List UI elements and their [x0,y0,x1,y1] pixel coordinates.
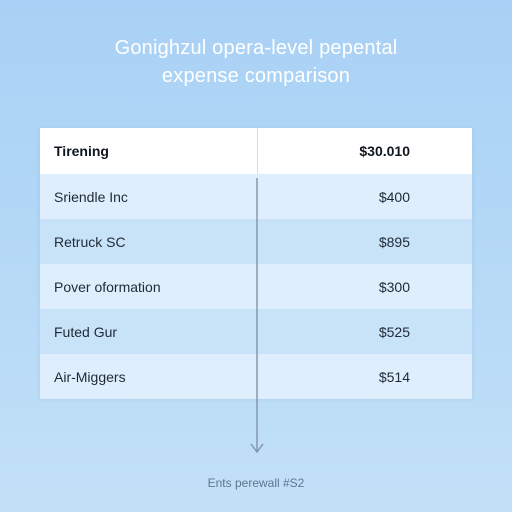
header-name-cell: Tirening [54,143,109,159]
expense-table: Tirening $30.010 Sriendle Inc $400 Retru… [40,128,472,399]
row-name-cell: Retruck SC [54,233,126,250]
footer-caption: Ents perewall #S2 [207,476,305,490]
header-value-cell: $30.010 [359,143,410,159]
row-value-cell: $525 [378,323,410,340]
table-row: Futed Gur $525 [40,309,472,354]
row-name-cell: Pover oformation [54,278,161,295]
row-value-cell: $300 [378,278,410,295]
row-name-cell: Futed Gur [54,323,118,340]
row-name-cell: Sriendle Inc [54,188,128,205]
table-row: Air-Miggers $514 [40,354,472,399]
row-value-cell: $514 [378,368,410,385]
title-line-2: expense comparison [161,65,351,87]
row-value-cell: $895 [378,233,410,250]
row-name-cell: Air-Miggers [54,368,126,385]
table-row: Pover oformation $300 [40,264,472,309]
table-row: Retruck SC $895 [40,219,472,264]
title-line-1: Gonighzul opera-level pepental [114,37,398,59]
row-value-cell: $400 [378,188,410,205]
page-title: Gonighzul opera-level pepental expense c… [0,34,512,90]
table-row: Sriendle Inc $400 [40,174,472,219]
header-column-divider [257,128,258,174]
table-header-row: Tirening $30.010 [40,128,472,174]
arrow-down-icon [250,178,264,454]
